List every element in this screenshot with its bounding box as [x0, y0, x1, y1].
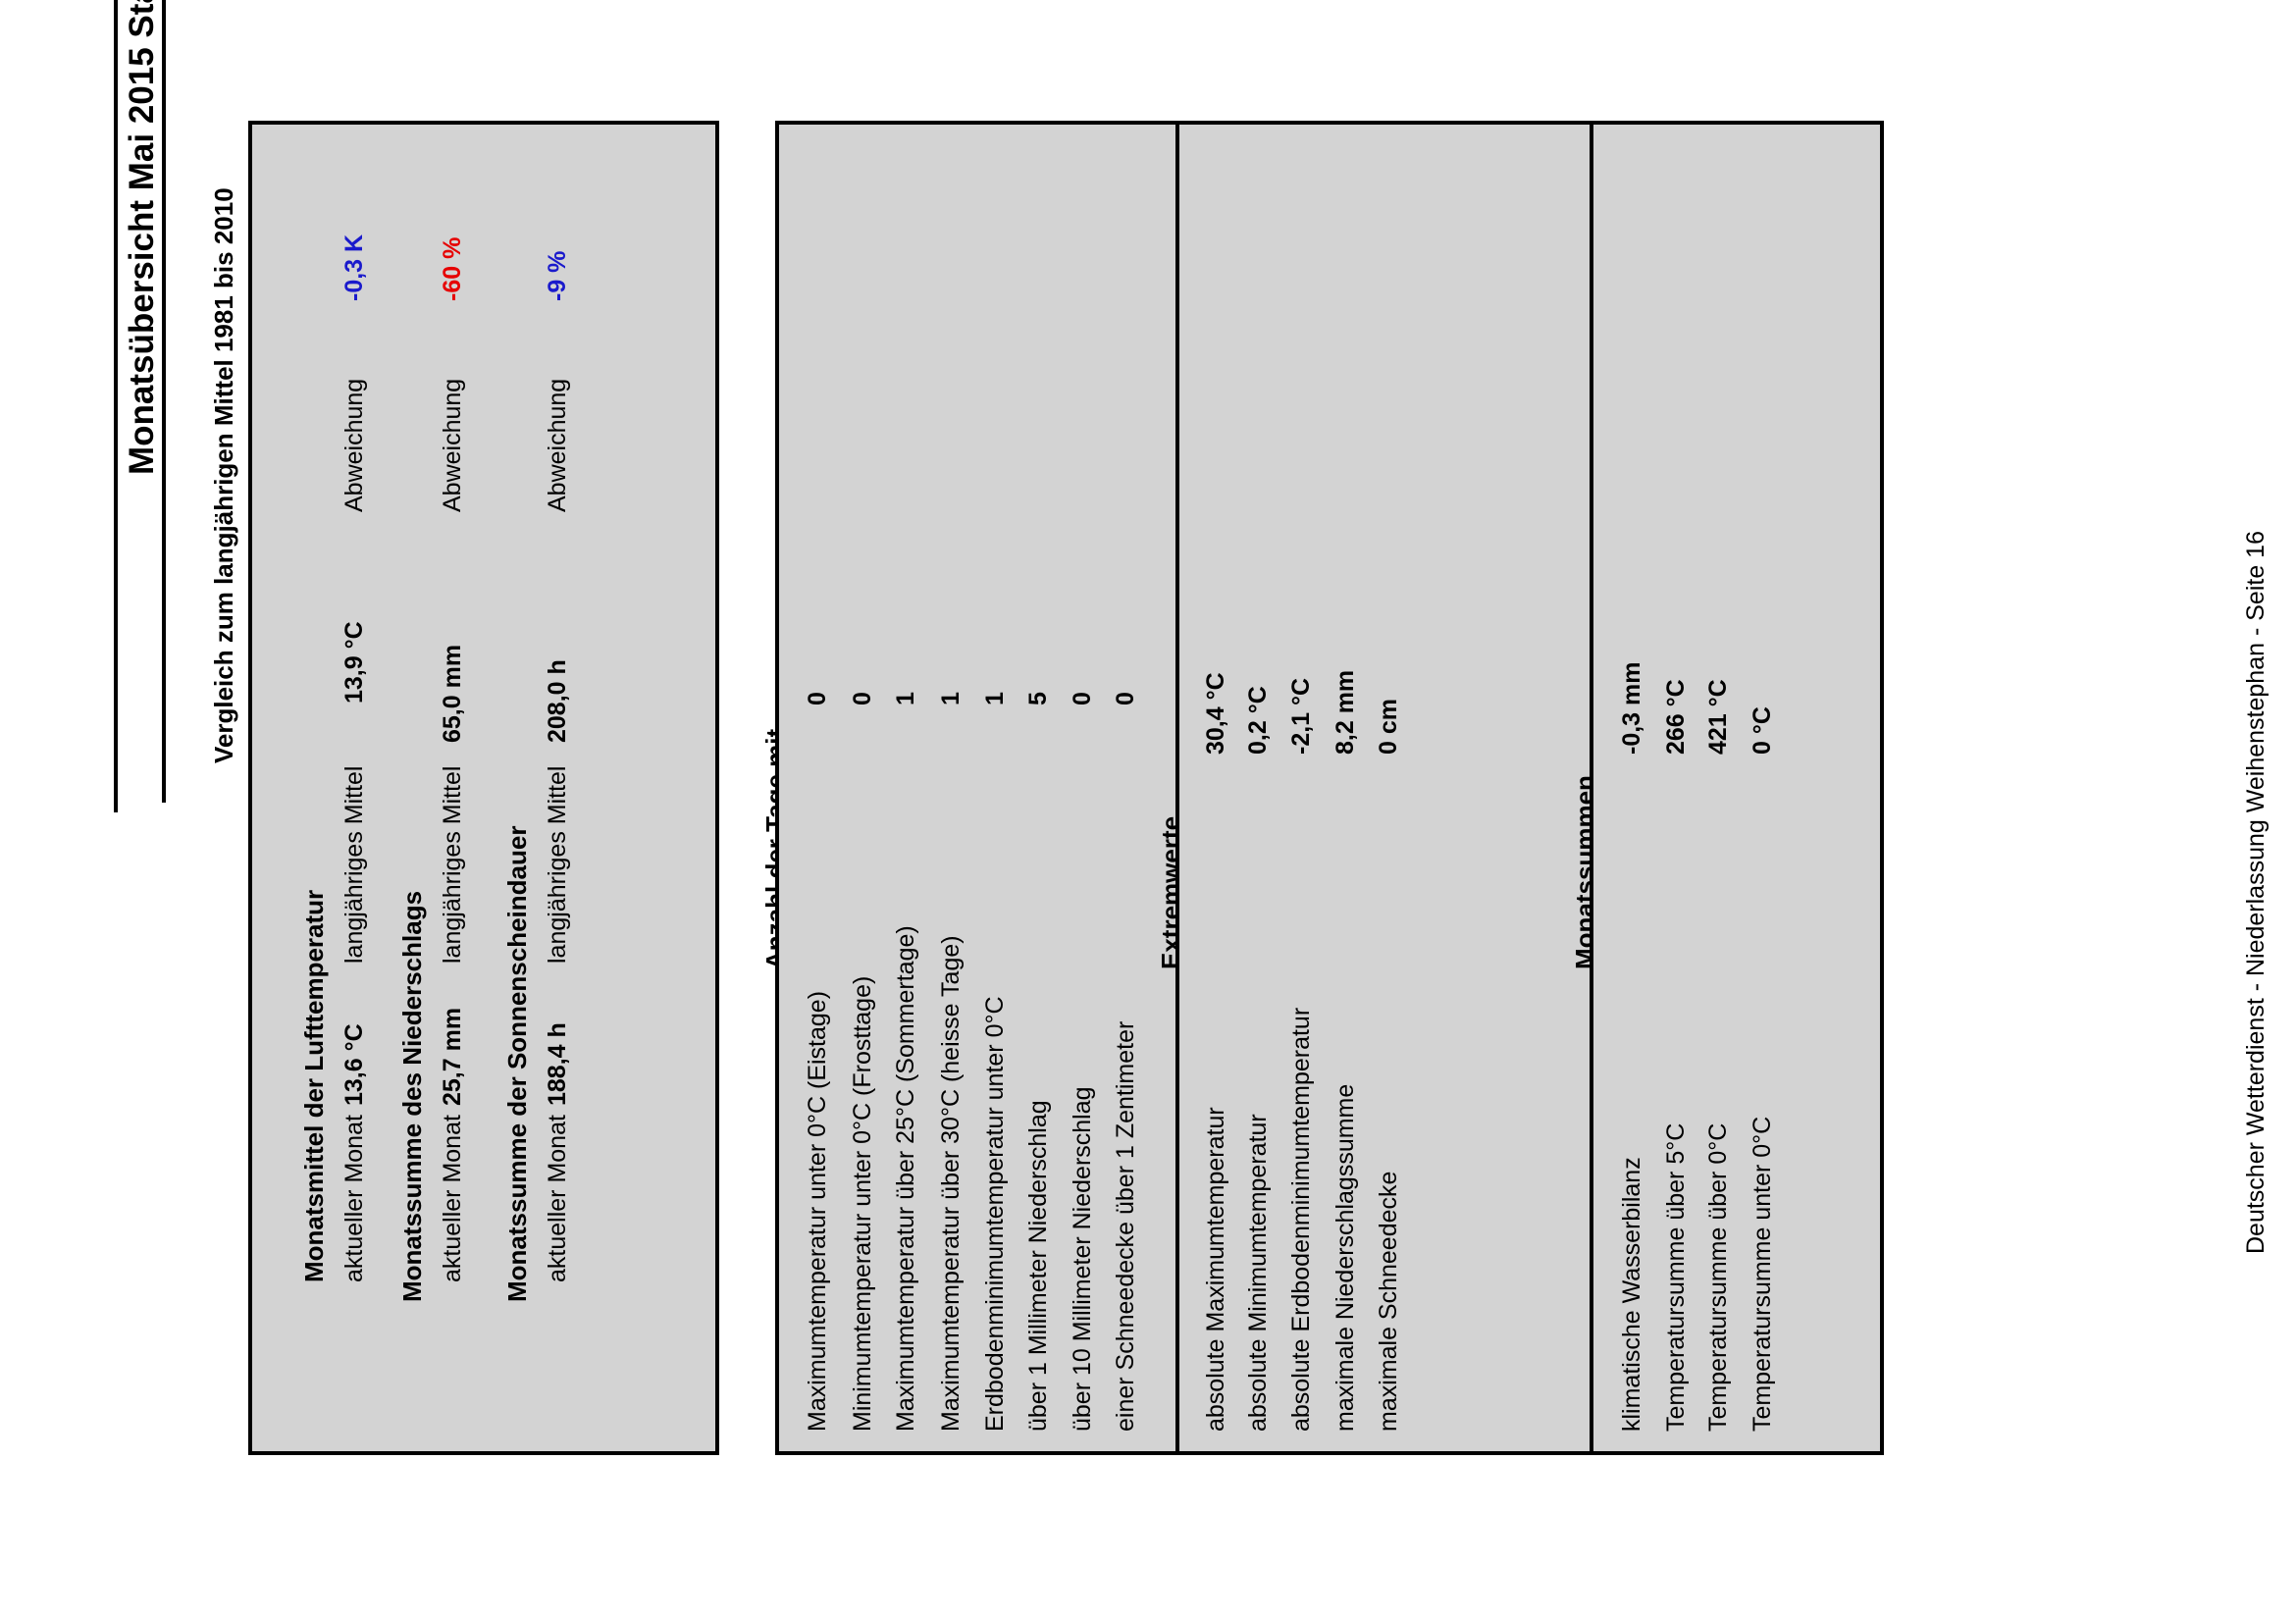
- deviation-label: Abweichung: [439, 378, 466, 512]
- current-label: aktueller Monat: [340, 1115, 368, 1282]
- deviation-label: Abweichung: [340, 378, 368, 512]
- current-value: 188,4 h: [544, 1022, 571, 1106]
- current-value: 13,6 °C: [340, 1023, 368, 1106]
- current-label: aktueller Monat: [439, 1115, 466, 1282]
- mean-label: langjähriges Mittel: [340, 765, 368, 965]
- comparison-box: Monatsmittel der Lufttemperatur aktuelle…: [248, 121, 719, 1455]
- sums-box: klimatische Wasserbilanz -0,3 mm Temperat…: [1590, 121, 1884, 1455]
- page-title: Monatsübersicht Mai 2015 Station Bamberg: [123, 0, 161, 475]
- deviation-value: -0,3 K: [340, 234, 368, 301]
- extremes-box: absolute Maximumtemperatur 30,4 °C absolu…: [1175, 121, 1607, 1455]
- group-heading-temperature: Monatsmittel der Lufttemperatur: [299, 889, 329, 1282]
- top-rule: [114, 0, 118, 812]
- current-value: 25,7 mm: [439, 1007, 466, 1106]
- current-label: aktueller Monat: [544, 1115, 571, 1282]
- deviation-label: Abweichung: [544, 378, 571, 512]
- comparison-subtitle: Vergleich zum langjährigen Mittel 1981 b…: [209, 187, 238, 763]
- page-footer: Deutscher Wetterdienst - Niederlassung W…: [2242, 531, 2270, 1254]
- mean-value: 13,9 °C: [340, 621, 368, 704]
- group-heading-sunshine: Monatssumme der Sonnenscheindauer: [502, 825, 532, 1302]
- group-heading-precipitation: Monatssumme des Niederschlags: [397, 890, 427, 1302]
- deviation-value: -60 %: [439, 236, 466, 301]
- mean-label: langjähriges Mittel: [439, 765, 466, 965]
- bottom-rule: [162, 0, 166, 803]
- mean-value: 65,0 mm: [439, 644, 466, 743]
- mean-value: 208,0 h: [544, 659, 571, 743]
- mean-label: langjähriges Mittel: [544, 765, 571, 965]
- deviation-value: -9 %: [544, 250, 571, 301]
